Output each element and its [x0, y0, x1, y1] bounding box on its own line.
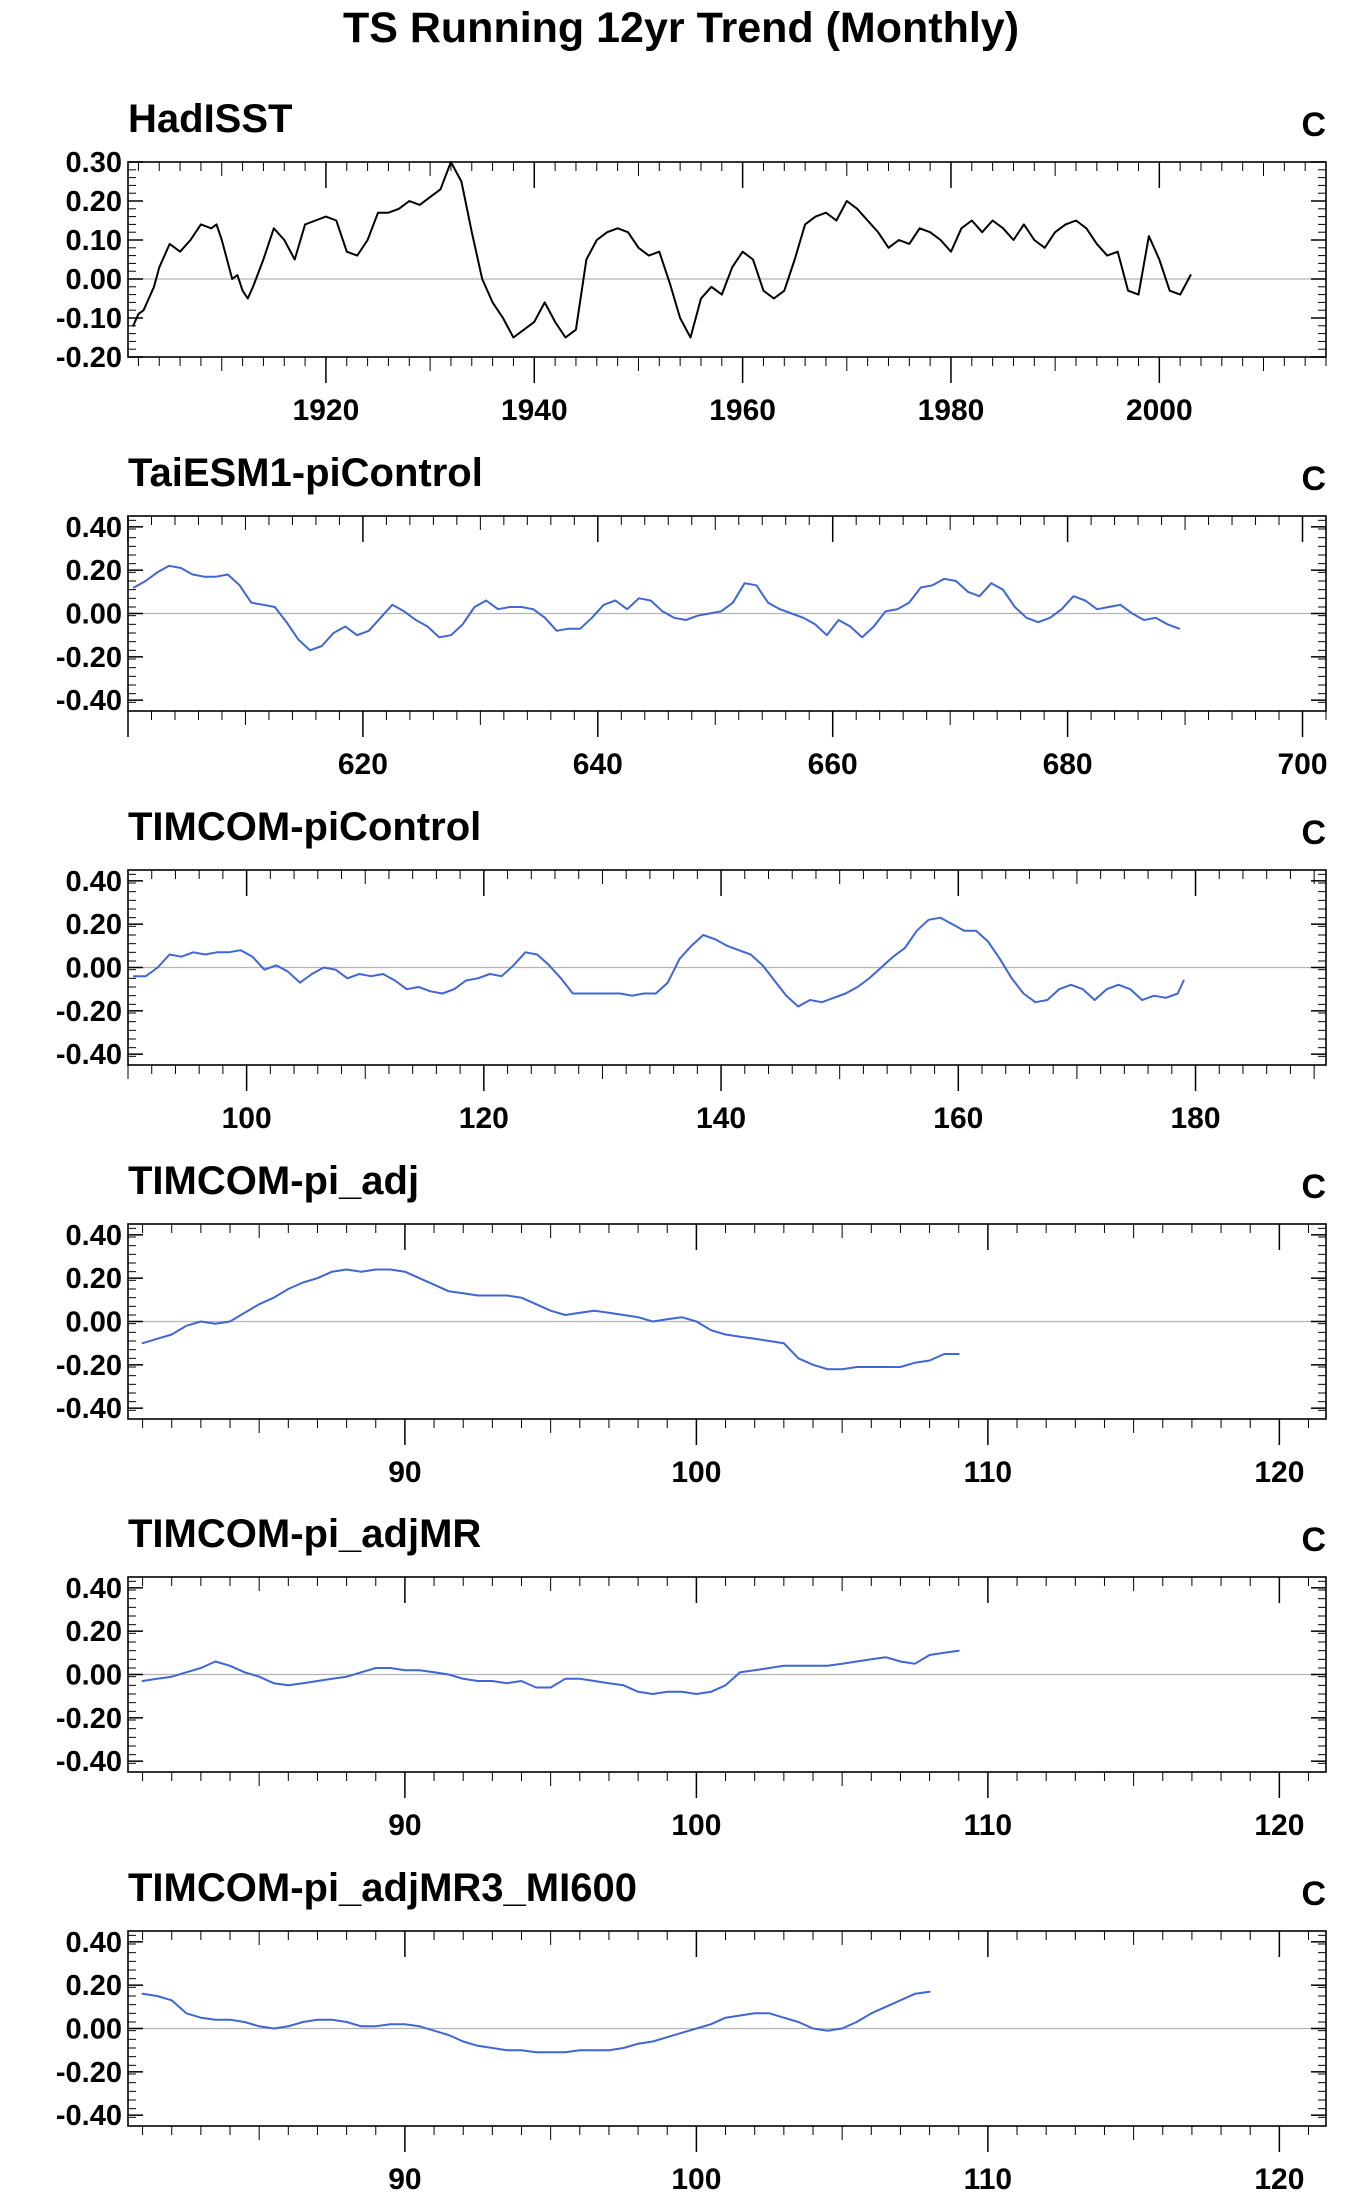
x-tick-label: 680 [1043, 748, 1093, 781]
panel-3: TIMCOM-piControl C -0.40 -0.20 0.00 0.20 0.40 1… [56, 805, 1327, 1135]
y-tick-label: 0.20 [66, 186, 122, 218]
series-line [141, 1990, 931, 2054]
panel-title: TIMCOM-piControl [128, 805, 481, 849]
y-tick-label: 0.40 [66, 1927, 122, 1959]
x-tick-label: 120 [1254, 1809, 1304, 1842]
x-tick-label: 180 [1170, 1102, 1220, 1135]
x-tick-label: 100 [222, 1102, 272, 1135]
x-tick-label: 660 [808, 748, 858, 781]
y-tick-label: 0.00 [66, 1660, 122, 1692]
panel-1: HadISST C -0.20 -0.10 0.00 0.10 0.20 0.30 1920 19… [56, 97, 1327, 427]
panel-title: TaiESM1-piControl [128, 451, 483, 495]
panel-title: TIMCOM-pi_adj [128, 1159, 419, 1203]
x-tick-label: 90 [388, 1809, 421, 1842]
y-tick-label: 0.40 [66, 1220, 122, 1252]
unit-label: C [1301, 814, 1326, 852]
y-tick-label: 0.00 [66, 953, 122, 985]
panel-title: TIMCOM-pi_adjMR [128, 1512, 481, 1556]
x-tick-label: 2000 [1126, 394, 1193, 427]
plot-frame [127, 869, 1327, 1066]
figure-title: TS Running 12yr Trend (Monthly) [342, 4, 1020, 52]
y-tick-label: 0.20 [66, 1970, 122, 2002]
x-tick-label: 1980 [918, 394, 985, 427]
y-tick-label: 0.00 [66, 2014, 122, 2046]
panel-title: TIMCOM-pi_adjMR3_MI600 [128, 1866, 637, 1910]
panel-2: TaiESM1-piControl C -0.40 -0.20 0.00 0.20 0.40… [56, 451, 1328, 781]
panel-title: HadISST [128, 97, 292, 141]
y-tick-label: -0.40 [56, 2100, 122, 2132]
y-tick-label: -0.40 [56, 685, 122, 717]
y-tick-label: -0.20 [56, 1350, 122, 1382]
plot-frame [127, 1223, 1327, 1420]
panel-4: TIMCOM-pi_adj C -0.40 -0.20 0.00 0.20 0.40 90 10… [56, 1159, 1327, 1489]
y-tick-label: -0.10 [56, 303, 122, 335]
x-tick-label: 110 [964, 1809, 1012, 1842]
y-tick-label: 0.40 [66, 512, 122, 544]
y-tick-label: 0.10 [66, 225, 122, 257]
panel-6: TIMCOM-pi_adjMR3_MI600 C -0.40 -0.20 0.00 0.2… [56, 1866, 1327, 2196]
unit-label: C [1301, 1875, 1326, 1913]
y-tick-label: -0.20 [56, 1703, 122, 1735]
x-tick-label: 1920 [293, 394, 360, 427]
unit-label: C [1301, 1521, 1326, 1559]
y-tick-label: -0.40 [56, 1393, 122, 1425]
y-tick-label: -0.20 [56, 642, 122, 674]
series-line [132, 916, 1185, 1008]
unit-label: C [1301, 1168, 1326, 1206]
y-tick-label: 0.20 [66, 555, 122, 587]
x-tick-label: 1940 [501, 394, 568, 427]
y-tick-label: -0.20 [56, 996, 122, 1028]
plot-frame [127, 1930, 1327, 2127]
x-tick-label: 120 [459, 1102, 509, 1135]
x-tick-label: 140 [696, 1102, 746, 1135]
y-tick-label: 0.00 [66, 264, 122, 296]
x-tick-label: 640 [573, 748, 623, 781]
x-tick-label: 100 [671, 1456, 721, 1489]
y-tick-label: 0.20 [66, 909, 122, 941]
x-tick-label: 100 [671, 1809, 721, 1842]
x-tick-label: 110 [964, 1456, 1012, 1489]
y-tick-label: -0.40 [56, 1746, 122, 1778]
series-line [132, 564, 1181, 652]
x-tick-label: 110 [964, 2163, 1012, 2196]
plot-frame [127, 1576, 1327, 1773]
unit-label: C [1301, 106, 1326, 144]
x-tick-label: 120 [1254, 2163, 1304, 2196]
x-tick-label: 90 [388, 2163, 421, 2196]
y-tick-label: -0.20 [56, 2057, 122, 2089]
series-line [132, 161, 1192, 339]
x-tick-label: 120 [1254, 1456, 1304, 1489]
y-tick-label: 0.20 [66, 1616, 122, 1648]
plot-frame [127, 515, 1327, 712]
y-tick-label: 0.40 [66, 1573, 122, 1605]
unit-label: C [1301, 460, 1326, 498]
y-tick-label: -0.40 [56, 1039, 122, 1071]
x-tick-label: 100 [671, 2163, 721, 2196]
y-tick-label: 0.40 [66, 866, 122, 898]
y-tick-label: 0.00 [66, 1307, 122, 1339]
x-tick-label: 1960 [709, 394, 776, 427]
x-tick-label: 160 [933, 1102, 983, 1135]
plot-frame [127, 161, 1327, 358]
x-tick-label: 700 [1277, 748, 1327, 781]
y-tick-label: 0.00 [66, 599, 122, 631]
y-tick-label: 0.30 [66, 147, 122, 179]
x-tick-label: 90 [388, 1456, 421, 1489]
series-line [141, 1268, 960, 1371]
y-tick-label: -0.20 [56, 342, 122, 374]
series-line [141, 1649, 960, 1695]
y-tick-label: 0.20 [66, 1263, 122, 1295]
x-tick-label: 620 [338, 748, 388, 781]
panel-5: TIMCOM-pi_adjMR C -0.40 -0.20 0.00 0.20 0.40 90… [56, 1512, 1327, 1842]
